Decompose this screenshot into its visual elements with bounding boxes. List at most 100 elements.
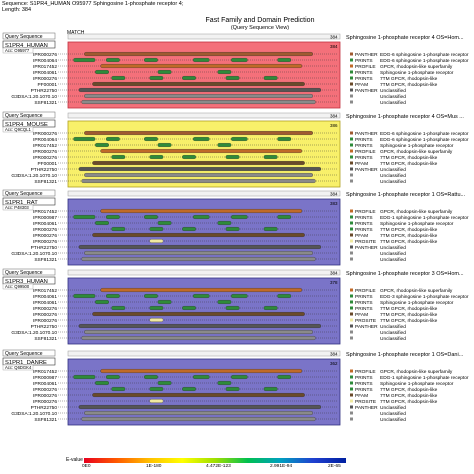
domain-description: Sphingosine 1-phosphate receptor xyxy=(380,300,454,306)
domain-description: Sphingosine 1-phosphate receptor xyxy=(380,381,454,387)
domain-id: IPR000276 xyxy=(33,306,57,312)
domain-feature xyxy=(217,221,232,225)
domain-feature xyxy=(149,227,164,231)
source-swatch xyxy=(350,58,353,62)
domain-id: IPR000276 xyxy=(33,387,57,393)
source-swatch xyxy=(350,143,353,147)
domain-id: G3DSA:1.20.1070.10 xyxy=(11,330,57,336)
domain-description: Sphingosine 1-phosphate receptor xyxy=(380,221,454,227)
match-description: Sphingosine 1-phosphate receptor 4 OS=Mu… xyxy=(346,114,464,120)
source-swatch xyxy=(350,221,353,225)
domain-feature xyxy=(263,76,278,80)
domain-source: PFAM xyxy=(355,393,368,399)
source-swatch xyxy=(350,52,353,56)
domain-id: SSF81321 xyxy=(34,179,57,185)
domain-description: Sphingosine 1-phosphate receptor xyxy=(380,143,454,149)
query-sequence-label: Query Sequence xyxy=(5,270,43,276)
evalue-tick: 4.472E-123 xyxy=(206,464,231,469)
evalue-tick: 0E0 xyxy=(82,464,91,469)
domain-feature xyxy=(95,381,109,385)
domain-id: IPR000987 xyxy=(33,215,57,221)
domain-source: PFAM xyxy=(355,82,368,88)
source-swatch xyxy=(350,417,353,421)
domain-feature xyxy=(95,70,109,74)
domain-feature xyxy=(263,387,278,391)
domain-id: IPR017452 xyxy=(33,369,57,375)
source-swatch xyxy=(350,233,353,237)
domain-feature xyxy=(157,300,172,304)
domain-source: PROFILE xyxy=(355,64,376,70)
domain-feature xyxy=(92,161,305,165)
source-swatch xyxy=(350,173,353,177)
domain-feature xyxy=(157,381,172,385)
domain-source: PROSITE xyxy=(355,399,376,405)
domain-feature xyxy=(149,318,164,322)
domain-source: PRINTS xyxy=(355,375,373,381)
query-sequence-box xyxy=(2,189,56,197)
domain-feature xyxy=(73,294,96,298)
domain-id: IPR000276 xyxy=(33,239,57,245)
domain-id: G3DSA:1.20.1070.10 xyxy=(11,173,57,179)
domain-source: PFAM xyxy=(355,233,368,239)
domain-feature xyxy=(149,155,164,159)
domain-feature xyxy=(78,245,322,249)
source-swatch xyxy=(350,288,353,292)
domain-feature xyxy=(231,375,248,379)
match-length-label: 386 xyxy=(330,123,338,128)
source-swatch xyxy=(350,70,353,74)
domain-description: GPCR, rhodopsin-like superfamily xyxy=(380,64,453,70)
domain-id: IPR000276 xyxy=(33,399,57,405)
domain-feature xyxy=(81,257,316,261)
domain-feature xyxy=(263,155,278,159)
domain-feature xyxy=(92,312,305,316)
domain-description: 7TM GPCR, rhodopsin-like xyxy=(380,318,438,324)
domain-feature xyxy=(277,215,292,219)
domain-id: IPR017452 xyxy=(33,143,57,149)
domain-id: G3DSA:1.20.1070.10 xyxy=(11,94,57,100)
query-sequence-box xyxy=(2,268,56,276)
accession: Acc: Q9CQL1 xyxy=(5,127,32,132)
domain-id: IPR004064 xyxy=(33,137,57,143)
domain-source: PRINTS xyxy=(355,76,373,82)
domain-source: PRINTS xyxy=(355,227,373,233)
protein-name: S1PR4_MOUSE xyxy=(5,122,48,128)
domain-feature xyxy=(225,155,240,159)
source-swatch xyxy=(350,318,353,322)
domain-description: 7TM GPCR, rhodopsin-like xyxy=(380,239,438,245)
domain-feature xyxy=(149,76,164,80)
query-length-label: 384 xyxy=(330,192,338,197)
source-swatch xyxy=(350,375,353,379)
match-description: Sphingosine 1-phosphate receptor 4 OS=Ho… xyxy=(346,35,464,41)
domain-feature xyxy=(111,306,126,310)
domain-feature xyxy=(157,143,172,147)
accession-box xyxy=(2,364,34,371)
domain-feature xyxy=(217,143,232,147)
domain-feature xyxy=(81,417,316,421)
domain-description: EDG-6 sphingosine 1-phosphate receptor xyxy=(380,137,469,143)
domain-feature xyxy=(182,155,196,159)
domain-feature xyxy=(225,387,240,391)
domain-id: PTHR22750 xyxy=(31,405,58,411)
domain-feature xyxy=(277,58,292,62)
query-track xyxy=(67,190,341,197)
domain-description: 7TM GPCR, rhodopsin-like xyxy=(380,387,438,393)
source-swatch xyxy=(350,209,353,213)
domain-id: SSF81321 xyxy=(34,100,57,106)
domain-description: EDG-6 sphingosine 1-phosphate receptor xyxy=(380,52,469,58)
domain-feature xyxy=(73,375,96,379)
domain-description: Unclassified xyxy=(380,411,406,417)
domain-feature xyxy=(231,137,248,141)
source-swatch xyxy=(350,300,353,304)
domain-description: Unclassified xyxy=(380,173,406,179)
domain-description: EDG-6 sphingosine 1-phosphate receptor xyxy=(380,131,469,137)
domain-description: Unclassified xyxy=(380,167,406,173)
domain-source: PRINTS xyxy=(355,215,373,221)
domain-feature xyxy=(100,149,303,153)
domain-feature xyxy=(225,306,240,310)
domain-feature xyxy=(95,143,109,147)
domain-id: IPR004061 xyxy=(33,381,57,387)
protein-name: S1PR1_RAT xyxy=(5,200,38,206)
domain-source: PANTHER xyxy=(355,52,378,58)
domain-source: PANTHER xyxy=(355,324,378,330)
domain-id: IPR017452 xyxy=(33,288,57,294)
